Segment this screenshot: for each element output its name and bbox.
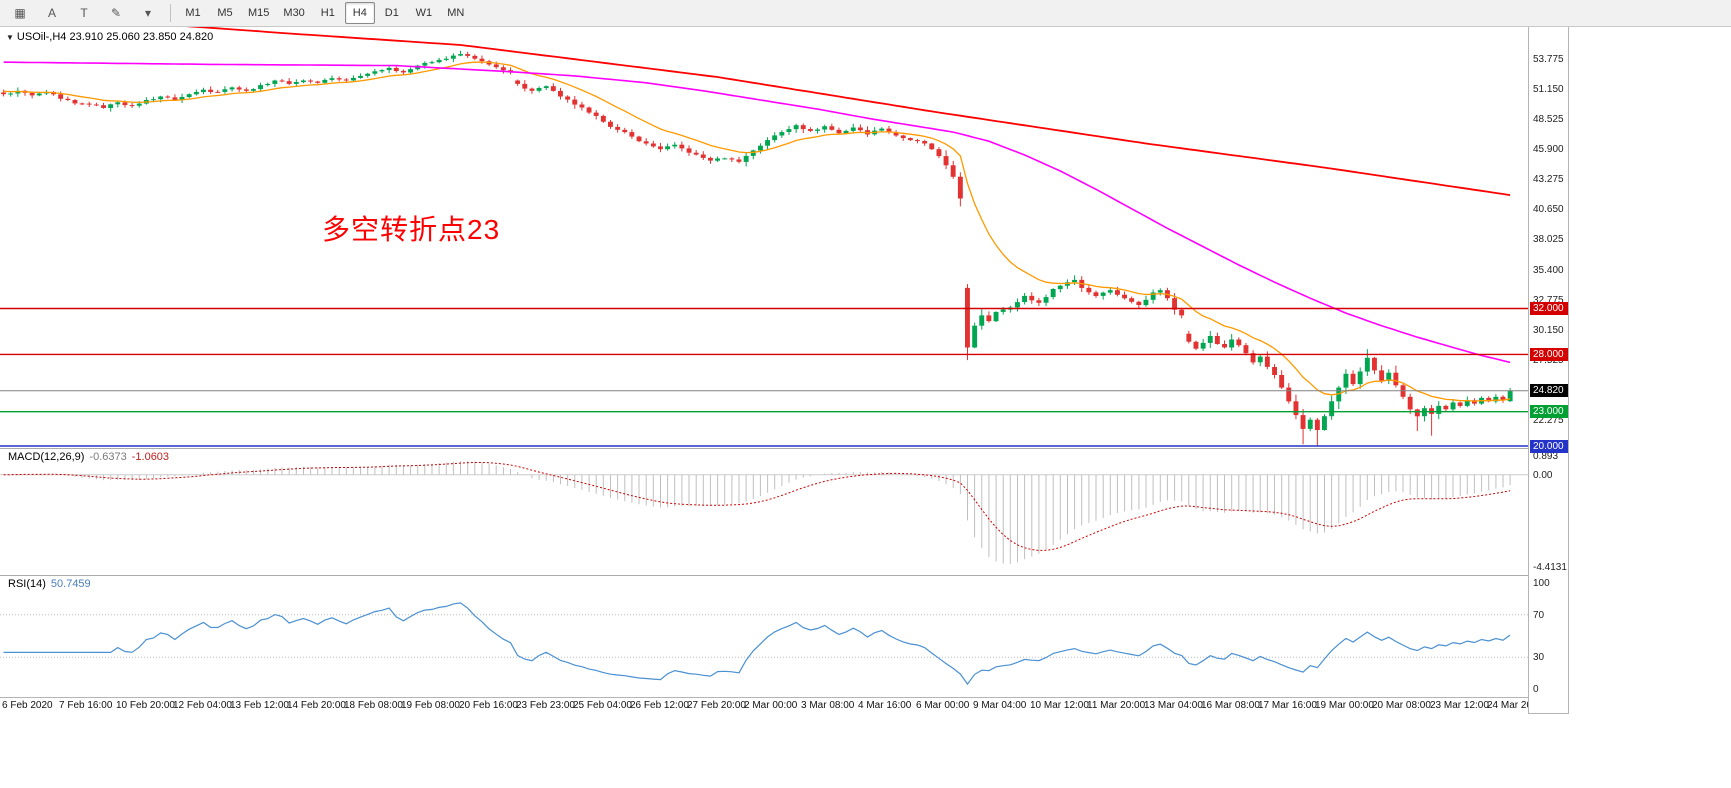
chart-annotation[interactable]: 多空转折点23 [322, 214, 501, 245]
time-axis-label: 20 Mar 08:00 [1372, 700, 1431, 711]
price-axis-label: 22.275 [1533, 415, 1564, 426]
time-axis-label: 27 Feb 20:00 [687, 700, 746, 711]
symbol-dropdown-icon[interactable]: ▼ [6, 33, 14, 42]
macd-indicator-label: MACD(12,26,9) -0.6373 -1.0603 [8, 451, 169, 463]
price-axis-label: 35.400 [1533, 265, 1564, 276]
price-axis-label: 53.775 [1533, 54, 1564, 65]
timeframe-button-h4[interactable]: H4 [344, 2, 375, 24]
hline-price-tag: 20.000 [1530, 440, 1568, 453]
price-axis-label: 48.525 [1533, 114, 1564, 125]
macd-signal-line [3, 462, 1511, 551]
price-axis-label: 38.025 [1533, 234, 1564, 245]
dropdown-chevron-icon[interactable]: ▾ [144, 6, 152, 20]
time-axis-label: 19 Feb 08:00 [401, 700, 460, 711]
time-axis-label: 13 Mar 04:00 [1144, 700, 1203, 711]
hline-price-tag: 32.000 [1530, 302, 1568, 315]
timeframe-button-h1[interactable]: H1 [320, 7, 335, 19]
price-scale[interactable]: 53.775 51.150 48.525 45.900 43.275 40.650 38.0… [1528, 27, 1568, 713]
current-price-tag: 24.820 [1530, 384, 1568, 397]
macd-name: MACD(12,26,9) [8, 451, 85, 463]
timeframe-button-m15[interactable]: M15 [248, 7, 270, 19]
time-axis-label: 11 Mar 20:00 [1087, 700, 1146, 711]
price-axis-label: 51.150 [1533, 84, 1564, 95]
text-tool-icon[interactable]: T [80, 6, 88, 20]
macd-indicator-pane[interactable] [0, 448, 1528, 575]
chart-window[interactable]: ▼ USOil-,H4 23.910 25.060 23.850 24.820 M… [0, 27, 1569, 714]
chart-window-icon[interactable]: ▦ [14, 6, 26, 20]
rsi-name: RSI(14) [8, 578, 46, 590]
price-axis-label: 0.00 [1533, 470, 1553, 481]
hline-price-tag: 23.000 [1530, 405, 1568, 418]
chart-ohlc-values: 23.910 25.060 23.850 24.820 [69, 31, 214, 43]
price-axis-label: 100 [1533, 578, 1550, 589]
timeframe-button-m30[interactable]: M30 [283, 7, 305, 19]
price-axis-label: 0 [1533, 684, 1539, 695]
time-axis-label: 26 Feb 12:00 [630, 700, 689, 711]
price-axis-label: 30.150 [1533, 325, 1564, 336]
macd-signal-value: -1.0603 [131, 451, 170, 463]
hline-price-tag: 28.000 [1530, 348, 1568, 361]
draw-tool-icon[interactable]: ✎ [110, 6, 122, 20]
time-axis-label: 19 Mar 00:00 [1315, 700, 1374, 711]
ma-slow-line [186, 27, 1511, 196]
time-axis-label: 2 Mar 00:00 [744, 700, 798, 711]
macd-histogram [10, 461, 1511, 564]
timeframe-button-m5[interactable]: M5 [217, 7, 233, 19]
ma-fast-line [3, 61, 1511, 402]
time-axis-label: 6 Mar 00:00 [916, 700, 970, 711]
time-axis-label: 6 Feb 2020 [2, 700, 53, 711]
time-axis-label: 4 Mar 16:00 [858, 700, 912, 711]
toolbar-separator [170, 4, 171, 22]
ma-mid-line [3, 61, 1511, 364]
time-axis-label: 23 Feb 23:00 [516, 700, 575, 711]
horizontal-lines-layer[interactable] [0, 307, 1528, 447]
price-axis-label: 40.650 [1533, 204, 1564, 215]
price-axis-label: 32.775 [1533, 295, 1564, 306]
time-axis-label: 18 Feb 08:00 [344, 700, 403, 711]
timeframe-button-group: M1 M5 M15 M30 H1 H4 D1 W1 MN [177, 2, 472, 24]
candlesticks-layer [1, 50, 1513, 446]
time-axis-label: 13 Feb 12:00 [230, 700, 289, 711]
rsi-indicator-pane[interactable] [0, 575, 1528, 697]
annotation-letter-icon[interactable]: A [47, 6, 56, 20]
timeframe-button-w1[interactable]: W1 [415, 7, 433, 19]
time-axis-label: 10 Mar 12:00 [1030, 700, 1089, 711]
time-axis-label: 25 Feb 04:00 [573, 700, 632, 711]
time-axis-label: 7 Feb 16:00 [59, 700, 113, 711]
price-axis-label: 30 [1533, 652, 1545, 663]
rsi-value: 50.7459 [50, 578, 91, 590]
rsi-indicator-label: RSI(14) 50.7459 [8, 578, 91, 590]
price-axis-label: -4.4131 [1533, 562, 1567, 573]
time-axis-label: 9 Mar 04:00 [973, 700, 1027, 711]
timeframe-button-m1[interactable]: M1 [185, 7, 201, 19]
macd-main-value: -0.6373 [89, 451, 127, 463]
toolbar: ▦ A T ✎ ▾ M1 M5 M15 M30 H1 H4 D1 W1 MN [0, 0, 1731, 27]
time-axis-label: 23 Mar 12:00 [1430, 700, 1489, 711]
chart-title: ▼ USOil-,H4 23.910 25.060 23.850 24.820 [6, 31, 213, 43]
toolbar-icon-group: ▦ A T ✎ ▾ [4, 2, 164, 24]
timeframe-button-d1[interactable]: D1 [384, 7, 399, 19]
rsi-line [3, 602, 1511, 686]
price-axis-label: 0.893 [1533, 451, 1559, 462]
time-axis-label: 12 Feb 04:00 [173, 700, 232, 711]
time-axis-label: 17 Mar 16:00 [1258, 700, 1317, 711]
time-axis-label: 3 Mar 08:00 [801, 700, 855, 711]
timeframe-button-mn[interactable]: MN [447, 7, 465, 19]
time-axis-label: 24 Mar 20:00 [1487, 700, 1546, 711]
time-axis[interactable]: 6 Feb 2020 7 Feb 16:00 10 Feb 20:00 12 Feb … [0, 697, 1546, 714]
main-price-chart[interactable] [0, 27, 1528, 448]
price-axis-label: 43.275 [1533, 174, 1564, 185]
time-axis-label: 14 Feb 20:00 [287, 700, 346, 711]
time-axis-label: 10 Feb 20:00 [116, 700, 175, 711]
time-axis-label: 16 Mar 08:00 [1201, 700, 1260, 711]
chart-title-symbol: USOil-,H4 [16, 31, 67, 43]
price-axis-label: 45.900 [1533, 144, 1564, 155]
price-axis-label: 70 [1533, 610, 1545, 621]
time-axis-label: 20 Feb 16:00 [459, 700, 518, 711]
